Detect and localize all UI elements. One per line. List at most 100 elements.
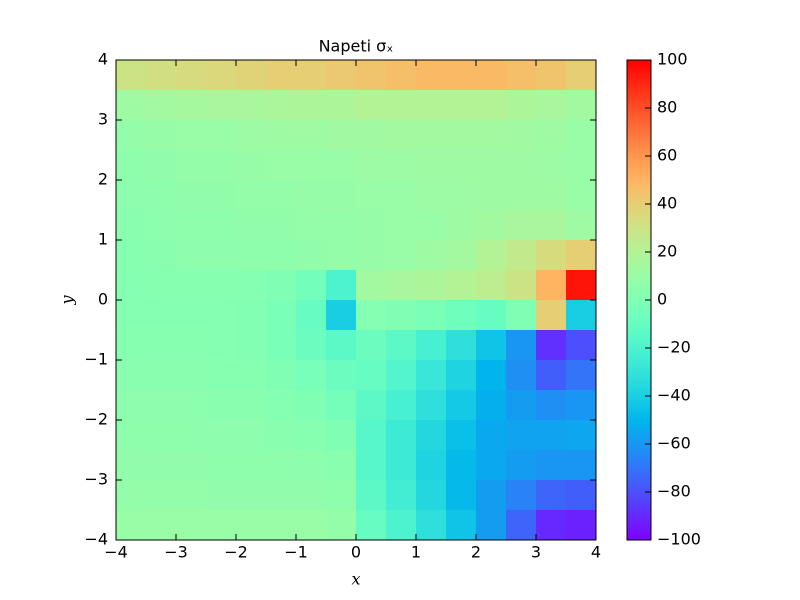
heatmap-cell xyxy=(476,390,507,421)
heatmap-cell xyxy=(176,150,207,181)
colorbar-strip xyxy=(627,332,651,335)
colorbar-strip xyxy=(627,458,651,461)
heatmap-cell xyxy=(386,330,417,361)
colorbar-strip xyxy=(627,60,651,63)
heatmap-cell xyxy=(266,450,297,481)
heatmap-cell xyxy=(386,300,417,331)
colorbar-strip xyxy=(627,182,651,185)
colorbar-strip xyxy=(627,236,651,239)
x-tick-label: −1 xyxy=(284,543,308,562)
colorbar-strip xyxy=(627,250,651,253)
colorbar-strip xyxy=(627,378,651,381)
heatmap-cell xyxy=(296,270,327,301)
heatmap-cell xyxy=(236,480,267,511)
x-tick-label: 3 xyxy=(531,543,541,562)
heatmap-cell xyxy=(566,120,597,151)
heatmap-cell xyxy=(326,90,357,121)
colorbar-strip xyxy=(627,420,651,423)
colorbar-strip xyxy=(627,196,651,199)
heatmap-cell xyxy=(266,120,297,151)
colorbar-strip xyxy=(627,526,651,529)
heatmap-cell xyxy=(176,330,207,361)
colorbar-strip xyxy=(627,160,651,163)
colorbar-strip xyxy=(627,208,651,211)
heatmap-cell xyxy=(536,510,567,541)
colorbar-strip xyxy=(627,326,651,329)
heatmap-cell xyxy=(266,210,297,241)
colorbar-strip xyxy=(627,146,651,149)
heatmap-cell xyxy=(146,270,177,301)
colorbar-strip xyxy=(627,262,651,265)
heatmap-cell xyxy=(476,300,507,331)
x-axis-label: x xyxy=(351,570,360,589)
colorbar-strip xyxy=(627,524,651,527)
colorbar-strip xyxy=(627,324,651,327)
colorbar-strip xyxy=(627,86,651,89)
heatmap-cell xyxy=(146,360,177,391)
heatmap-cell xyxy=(446,150,477,181)
heatmap-cell xyxy=(566,300,597,331)
heatmap-cell xyxy=(206,210,237,241)
heatmap-cell xyxy=(326,360,357,391)
colorbar-tick-label: −20 xyxy=(657,338,691,357)
heatmap-cell xyxy=(176,60,207,91)
colorbar-strip xyxy=(627,198,651,201)
heatmap-cell xyxy=(536,420,567,451)
colorbar-strip xyxy=(627,278,651,281)
colorbar-strip xyxy=(627,230,651,233)
heatmap-cell xyxy=(266,270,297,301)
heatmap-cell xyxy=(386,240,417,271)
colorbar-strip xyxy=(627,460,651,463)
heatmap-cell xyxy=(266,180,297,211)
colorbar-strip xyxy=(627,240,651,243)
colorbar-strip xyxy=(627,388,651,391)
colorbar-strip xyxy=(627,202,651,205)
colorbar-strip xyxy=(627,220,651,223)
colorbar-strip xyxy=(627,340,651,343)
colorbar-strip xyxy=(627,296,651,299)
heatmap-cell xyxy=(146,90,177,121)
heatmap-cell xyxy=(146,420,177,451)
heatmap-cell xyxy=(236,420,267,451)
colorbar-strip xyxy=(627,512,651,515)
heatmap-cell xyxy=(356,420,387,451)
colorbar-strip xyxy=(627,532,651,535)
colorbar-tick-label: 100 xyxy=(657,50,688,69)
heatmap-cell xyxy=(326,480,357,511)
colorbar-strip xyxy=(627,356,651,359)
colorbar-strip xyxy=(627,276,651,279)
heatmap-cell xyxy=(326,210,357,241)
colorbar-strip xyxy=(627,136,651,139)
colorbar-strip xyxy=(627,418,651,421)
colorbar-strip xyxy=(627,478,651,481)
heatmap-cell xyxy=(116,420,147,451)
colorbar-strip xyxy=(627,252,651,255)
colorbar-tick-label: −40 xyxy=(657,386,691,405)
heatmap-cell xyxy=(326,270,357,301)
y-tick-label: 1 xyxy=(98,230,108,249)
heatmap-cell xyxy=(476,150,507,181)
heatmap-cell xyxy=(356,510,387,541)
colorbar-strip xyxy=(627,130,651,133)
colorbar-strip xyxy=(627,192,651,195)
colorbar-strip xyxy=(627,538,651,541)
heatmap-cell xyxy=(206,360,237,391)
colorbar-strip xyxy=(627,152,651,155)
colorbar-strip xyxy=(627,392,651,395)
heatmap-cell xyxy=(506,60,537,91)
heatmap-cell xyxy=(356,360,387,391)
heatmap-cell xyxy=(146,510,177,541)
chart-title: Napeti σₓ xyxy=(319,37,394,56)
heatmap-cell xyxy=(416,510,447,541)
heatmap-cell xyxy=(296,480,327,511)
heatmap-cell xyxy=(476,480,507,511)
colorbar-strip xyxy=(627,126,651,129)
colorbar-strip xyxy=(627,224,651,227)
colorbar-strip xyxy=(627,466,651,469)
heatmap-cell xyxy=(476,510,507,541)
heatmap-cell xyxy=(566,420,597,451)
colorbar-strip xyxy=(627,386,651,389)
heatmap-cell xyxy=(416,210,447,241)
colorbar-strip xyxy=(627,206,651,209)
heatmap-cell xyxy=(266,60,297,91)
